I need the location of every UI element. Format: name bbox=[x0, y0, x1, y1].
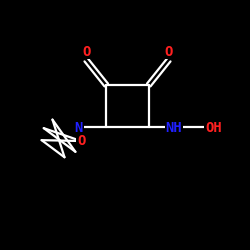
Text: OH: OH bbox=[205, 120, 222, 134]
Text: NH: NH bbox=[165, 120, 182, 134]
Text: O: O bbox=[82, 45, 90, 59]
Text: O: O bbox=[164, 45, 173, 59]
Text: O: O bbox=[77, 134, 85, 148]
Text: N: N bbox=[74, 120, 83, 134]
